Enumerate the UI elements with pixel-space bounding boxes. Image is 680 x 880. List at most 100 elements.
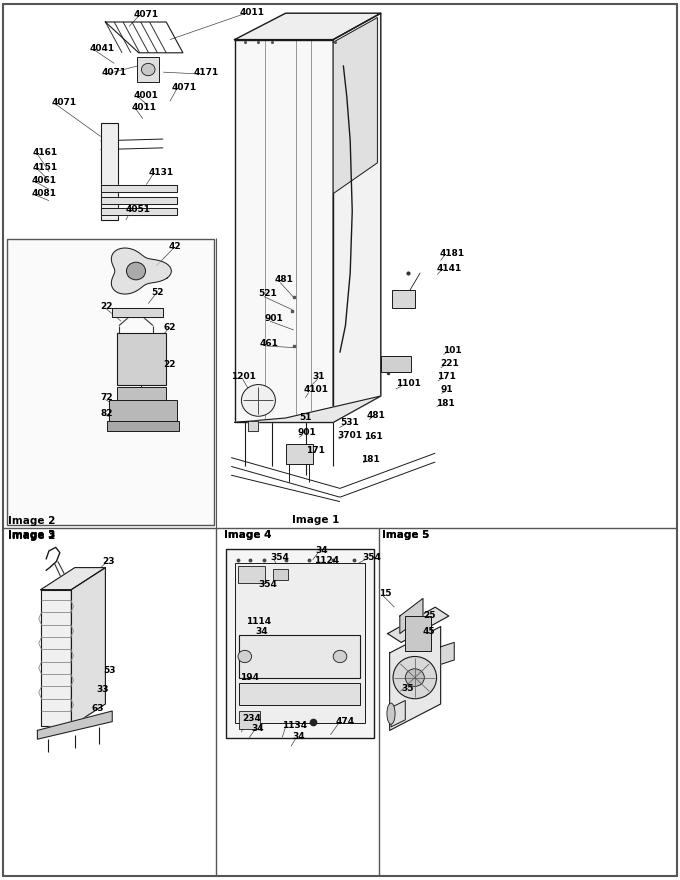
Text: 461: 461 — [260, 339, 279, 348]
Text: 234: 234 — [242, 714, 261, 722]
Text: 4041: 4041 — [90, 44, 115, 53]
Polygon shape — [41, 590, 71, 726]
Text: 34: 34 — [316, 546, 328, 555]
Bar — [239, 635, 360, 678]
Text: 181: 181 — [361, 455, 380, 464]
Bar — [405, 616, 431, 651]
Text: 72: 72 — [101, 393, 114, 402]
Text: 901: 901 — [298, 429, 317, 437]
Bar — [7, 239, 214, 525]
Text: 4011: 4011 — [131, 103, 156, 112]
Text: 82: 82 — [101, 409, 113, 418]
Bar — [117, 387, 166, 400]
Text: 4141: 4141 — [437, 264, 462, 273]
Text: 62: 62 — [163, 323, 175, 332]
Bar — [239, 683, 360, 705]
Text: 51: 51 — [299, 413, 311, 422]
Text: 35: 35 — [401, 684, 413, 693]
Polygon shape — [441, 642, 454, 664]
Polygon shape — [400, 598, 423, 634]
Polygon shape — [101, 208, 177, 215]
Polygon shape — [41, 568, 105, 590]
Polygon shape — [71, 568, 105, 726]
Ellipse shape — [405, 669, 424, 686]
Ellipse shape — [126, 262, 146, 280]
Text: 25: 25 — [423, 612, 435, 620]
Bar — [226, 549, 374, 738]
Text: 531: 531 — [340, 418, 359, 427]
Text: 474: 474 — [335, 717, 354, 726]
Ellipse shape — [238, 650, 252, 663]
Text: 4071: 4071 — [102, 68, 127, 77]
Text: 1134: 1134 — [282, 721, 307, 730]
Text: Image 5: Image 5 — [382, 530, 430, 540]
Text: 34: 34 — [256, 627, 269, 636]
Polygon shape — [333, 18, 377, 194]
Text: 53: 53 — [103, 666, 116, 675]
Bar — [273, 569, 288, 580]
Text: 4001: 4001 — [133, 91, 158, 99]
Text: 4071: 4071 — [172, 83, 197, 92]
Text: 481: 481 — [367, 411, 386, 420]
Text: Image 4: Image 4 — [224, 530, 272, 540]
Text: 23: 23 — [102, 557, 114, 566]
Ellipse shape — [387, 703, 395, 724]
Text: Image 1: Image 1 — [292, 515, 340, 525]
Polygon shape — [101, 197, 177, 204]
Text: 4071: 4071 — [134, 11, 159, 19]
Text: 4071: 4071 — [52, 99, 77, 107]
Text: Image 4: Image 4 — [224, 530, 272, 540]
Text: 4181: 4181 — [440, 249, 465, 258]
Text: 4171: 4171 — [194, 68, 219, 77]
Text: 4011: 4011 — [239, 8, 265, 17]
Text: Image 5: Image 5 — [382, 530, 430, 540]
Bar — [109, 400, 177, 422]
Text: Image 3: Image 3 — [8, 530, 56, 540]
Bar — [101, 123, 118, 220]
Text: 194: 194 — [240, 673, 259, 682]
Polygon shape — [112, 308, 163, 317]
Text: 15: 15 — [379, 589, 392, 598]
Text: 22: 22 — [163, 360, 175, 369]
Text: 4061: 4061 — [31, 176, 56, 185]
Polygon shape — [101, 185, 177, 192]
Text: 354: 354 — [258, 580, 277, 589]
Text: Image 2: Image 2 — [8, 516, 56, 526]
Text: 221: 221 — [440, 359, 459, 368]
Text: 63: 63 — [92, 704, 104, 713]
Text: Image 2: Image 2 — [8, 531, 56, 541]
Text: 4101: 4101 — [303, 385, 328, 394]
Text: 52: 52 — [151, 288, 163, 297]
Text: 33: 33 — [97, 686, 109, 694]
Polygon shape — [390, 627, 441, 730]
Bar — [107, 421, 179, 431]
Text: 354: 354 — [270, 554, 289, 562]
Bar — [235, 563, 365, 723]
Polygon shape — [235, 40, 333, 422]
Bar — [286, 444, 313, 464]
Bar — [239, 711, 260, 729]
Bar — [117, 333, 166, 385]
Bar — [137, 57, 159, 82]
Text: 42: 42 — [169, 242, 182, 251]
Polygon shape — [37, 711, 112, 739]
Text: 521: 521 — [258, 290, 277, 298]
Bar — [392, 290, 415, 308]
Text: 4081: 4081 — [31, 189, 56, 198]
Text: 1114: 1114 — [246, 617, 271, 626]
Text: 1101: 1101 — [396, 379, 421, 388]
Text: 101: 101 — [443, 346, 461, 355]
Polygon shape — [248, 421, 258, 431]
Polygon shape — [391, 700, 405, 727]
Text: 4051: 4051 — [126, 205, 151, 214]
Polygon shape — [235, 13, 381, 40]
Text: 34: 34 — [251, 724, 264, 733]
Ellipse shape — [333, 650, 347, 663]
Text: 4161: 4161 — [33, 148, 58, 157]
Text: 1201: 1201 — [231, 372, 256, 381]
Text: Image 3: Image 3 — [8, 530, 56, 540]
Text: 4131: 4131 — [148, 168, 173, 177]
Text: 4151: 4151 — [33, 163, 58, 172]
Text: 1124: 1124 — [314, 556, 339, 565]
Text: 481: 481 — [275, 275, 294, 284]
